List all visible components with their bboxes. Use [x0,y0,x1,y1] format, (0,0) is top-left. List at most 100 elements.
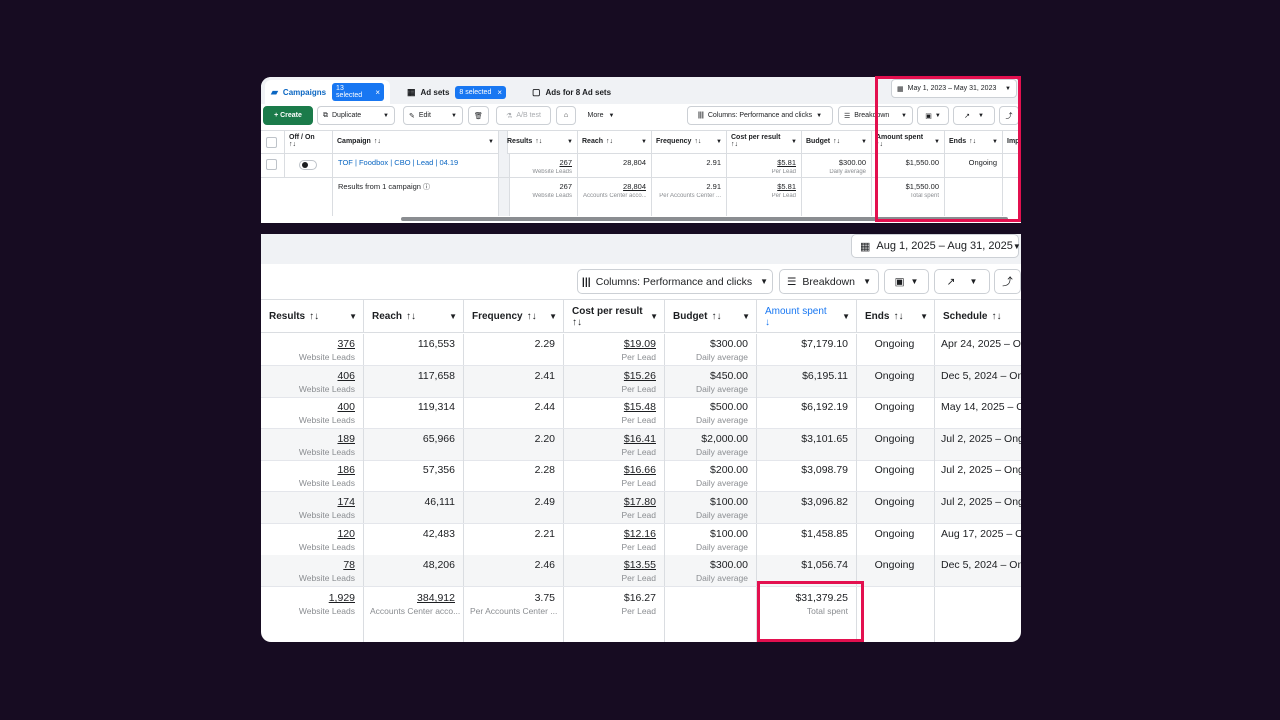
date-range-picker[interactable]: ▦ May 1, 2023 – May 31, 2023 ▼ [891,79,1017,98]
results-value[interactable]: 400 [337,401,355,414]
chart-icon: ⤴ [1005,112,1013,120]
chart-button[interactable]: ⤴ [994,269,1021,294]
header-amount-spent[interactable]: Amount spent ↓ ▼ [757,300,857,333]
table-row[interactable]: 406 Website Leads 117,658 2.41 $15.26 Per Lea… [261,365,1021,398]
breakdown-button[interactable]: ☰ Breakdown ▼ [779,269,879,294]
campaign-name-link[interactable]: TOF | Foodbox | CBO | Lead | 04.19 [333,154,499,177]
header-schedule[interactable]: Schedule ↑↓ [943,311,1002,322]
tab-ad-sets[interactable]: ▦ Ad sets 8 selected × [401,80,521,104]
results-value[interactable]: 174 [337,496,355,508]
reach-cell: 119,314 [364,397,464,429]
cost-value[interactable]: $15.48 [623,401,656,414]
ab-test-button[interactable]: ⚗ A/B test [496,106,551,125]
header-cost-per-result[interactable]: Cost per result ↑↓ ▼ [564,300,665,333]
chevron-down-icon: ▼ [608,112,615,119]
results-value[interactable]: 189 [337,432,355,445]
cost-value[interactable]: $13.55 [623,559,656,572]
table-row[interactable]: 189 Website Leads 65,966 2.20 $16.41 Per Lead… [261,428,1021,461]
export-button[interactable]: ↗ ▼ [953,106,995,125]
horizontal-scrollbar[interactable] [401,217,1008,221]
flask-icon: ⚗ [506,112,513,120]
top-table-header: Off / On ↑↓ Campaign ↑↓ ▼ Results ↑↓ ▼ Reach ↑… [261,130,1021,155]
cost-sublabel: Per Lead [621,510,657,520]
header-ends[interactable]: Ends ↑↓ ▼ [857,300,935,333]
sort-icon: ↑↓ [526,311,537,322]
select-all-checkbox[interactable] [266,137,277,148]
columns-button[interactable]: ||| Columns: Performance and clicks ▼ [687,106,833,125]
header-budget[interactable]: Budget ↑↓ ▼ [665,300,757,333]
cost-value[interactable]: $15.26 [623,369,656,382]
chevron-down-icon[interactable]: ▼ [451,112,457,119]
results-value[interactable]: 186 [337,464,355,477]
reports-button[interactable]: ▣ ▼ [884,269,929,294]
results-value[interactable]: 78 [343,559,355,572]
table-row[interactable]: 376 Website Leads 116,553 2.29 $19.09 Per Lea… [261,334,1021,366]
results-value[interactable]: 376 [337,338,355,350]
cost-value[interactable]: $19.09 [623,338,656,350]
header-cost-per-result[interactable]: Cost per result ↑↓ ▼ [727,131,802,155]
ad-sets-selected-badge[interactable]: 8 selected × [455,85,507,99]
cost-value[interactable]: $12.16 [623,527,656,540]
header-frequency[interactable]: Frequency ↑↓ ▼ [652,131,727,155]
total-frequency: 3.75 Per Accounts Center ... [464,587,564,642]
total-budget [665,587,757,642]
close-icon[interactable]: × [497,87,503,97]
columns-button[interactable]: ||| Columns: Performance and clicks ▼ [577,269,773,294]
sort-icon: ↑↓ [991,311,1002,322]
amount-value: $6,192.19 [801,401,848,414]
schedule-cell: Apr 24, 2025 – Ong [935,334,1021,365]
header-ends[interactable]: Ends ↑↓ ▼ [945,131,1003,155]
tag-button[interactable]: ⌂ [556,106,576,125]
header-off-on[interactable]: Off / On ↑↓ [285,131,333,155]
ends-cell: Ongoing [857,523,935,555]
chevron-down-icon[interactable]: ▼ [383,112,389,119]
header-frequency[interactable]: Frequency ↑↓ ▼ [464,300,564,333]
cost-value[interactable]: $16.66 [623,464,656,477]
header-reach[interactable]: Reach ↑↓ ▼ [364,300,464,333]
header-budget[interactable]: Budget ↑↓ ▼ [802,131,872,155]
table-row[interactable]: TOF | Foodbox | CBO | Lead | 04.19 267 We… [261,154,1021,178]
results-cell: 406 Website Leads [261,365,364,397]
reach-cell: 46,111 [364,492,464,523]
header-results[interactable]: Results ↑↓ ▼ [261,300,364,333]
cost-sublabel: Per Lead [621,446,657,457]
totals-row: 1,929 Website Leads 384,912 Accounts Cente… [261,587,1021,642]
results-cell: 120 Website Leads [261,523,364,555]
trash-icon: 🗑 [474,112,483,120]
header-campaign[interactable]: Campaign ↑↓ ▼ [333,131,499,155]
table-row[interactable]: 78 Website Leads 48,206 2.46 $13.55 Per Lead $… [261,555,1021,588]
header-reach[interactable]: Reach ↑↓ ▼ [578,131,652,155]
row-checkbox[interactable] [266,159,277,170]
date-range-picker[interactable]: ▦ Aug 1, 2025 – Aug 31, 2025 ▼ [851,234,1021,258]
ends-cell: Ongoing [945,154,1003,177]
bottom-ads-manager-panel: ▦ Aug 1, 2025 – Aug 31, 2025 ▼ ||| Colum… [261,234,1021,642]
results-value[interactable]: 406 [337,369,355,382]
close-icon[interactable]: × [375,87,380,97]
table-row[interactable]: 186 Website Leads 57,356 2.28 $16.66 Per Lead… [261,460,1021,493]
campaign-toggle[interactable] [299,160,317,170]
results-value[interactable]: 120 [337,527,355,540]
campaigns-selected-badge[interactable]: 13 selected × [332,83,384,101]
create-button[interactable]: + Create [263,106,313,125]
more-button[interactable]: More ▼ [581,106,621,125]
header-amount-spent[interactable]: Amount spent ↑↓ ▼ [872,131,945,155]
chevron-down-icon: ▼ [641,139,647,145]
table-row[interactable]: 400 Website Leads 119,314 2.44 $15.48 Per Lea… [261,397,1021,430]
results-sublabel: Website Leads [298,383,355,394]
header-impressions[interactable]: Imp [1007,138,1020,145]
edit-button[interactable]: ✎ Edit ▼ [403,106,463,125]
results-cell: 78 Website Leads [261,555,364,587]
tab-ads[interactable]: ▢ Ads for 8 Ad sets [526,80,646,104]
duplicate-button[interactable]: ⧉ Duplicate ▼ [317,106,395,125]
reports-button[interactable]: ▣ ▼ [917,106,949,125]
sort-icon: ↑↓ [731,141,738,148]
delete-button[interactable]: 🗑 [468,106,489,125]
info-icon[interactable]: ⓘ [423,184,431,191]
export-button[interactable]: ↗ ▼ [934,269,990,294]
table-row[interactable]: 174 Website Leads 46,111 2.49 $17.80 Per Lead… [261,492,1021,524]
tab-campaigns[interactable]: ▰ Campaigns 13 selected × [265,80,390,104]
cost-value[interactable]: $16.41 [623,432,656,445]
table-row[interactable]: 120 Website Leads 42,483 2.21 $12.16 Per Lead… [261,523,1021,556]
header-results[interactable]: Results ↑↓ ▼ [503,131,578,155]
cost-value[interactable]: $17.80 [623,496,656,508]
